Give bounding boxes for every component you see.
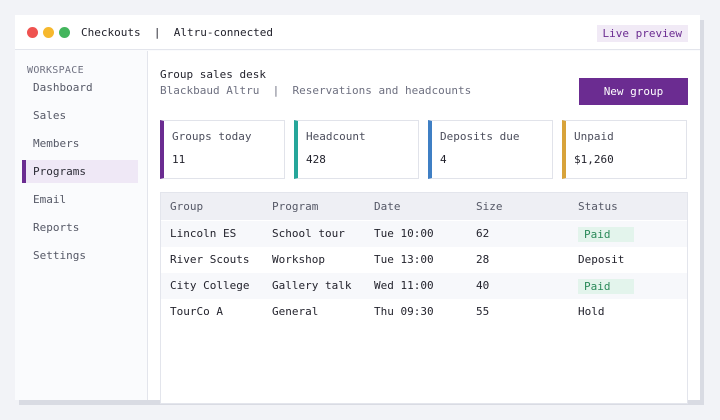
app-window: Checkouts | Altru-connected Live preview…	[15, 15, 700, 404]
sidebar-item-programs[interactable]: Programs	[22, 160, 138, 183]
column-header-group[interactable]: Group	[170, 200, 204, 213]
workspace-label: WORKSPACE	[27, 65, 84, 76]
kpi-card-groups-today: Groups today 11	[160, 120, 285, 179]
main-panel: Group sales desk Blackbaud Altru | Reser…	[147, 51, 700, 404]
column-header-size[interactable]: Size	[476, 200, 503, 213]
column-header-program[interactable]: Program	[272, 200, 319, 213]
cell-size: 62	[476, 227, 490, 240]
sidebar-item-dashboard[interactable]: Dashboard	[33, 81, 93, 94]
cell-group: TourCo A	[170, 305, 223, 318]
table-row[interactable]: Lincoln ES School tour Tue 10:00 62 Paid	[161, 221, 687, 247]
cell-size: 28	[476, 253, 490, 266]
cell-program: Gallery talk	[272, 279, 352, 292]
sidebar-item-sales[interactable]: Sales	[33, 109, 67, 122]
cell-program: General	[272, 305, 319, 318]
kpi-value: $1,260	[574, 153, 614, 166]
kpi-card-headcount: Headcount 428	[294, 120, 419, 179]
kpi-label: Groups today	[172, 130, 252, 143]
sidebar: WORKSPACE Dashboard Sales Members Progra…	[15, 51, 146, 400]
cell-date: Wed 11:00	[374, 279, 434, 292]
sidebar-item-settings[interactable]: Settings	[33, 249, 86, 262]
status-badge: Paid	[578, 227, 634, 242]
sidebar-item-email[interactable]: Email	[33, 193, 67, 206]
status-badge: Paid	[578, 279, 634, 294]
kpi-value: 428	[306, 153, 326, 166]
sidebar-item-members[interactable]: Members	[33, 137, 80, 150]
cell-program: Workshop	[272, 253, 325, 266]
cell-group: River Scouts	[170, 253, 250, 266]
cell-date: Thu 09:30	[374, 305, 434, 318]
cell-program: School tour	[272, 227, 345, 240]
table-header: Group Program Date Size Status	[161, 193, 687, 220]
live-preview-badge: Live preview	[596, 25, 688, 42]
column-header-date[interactable]: Date	[374, 200, 401, 213]
groups-table: Group Program Date Size Status Lincoln E…	[160, 192, 688, 404]
table-row[interactable]: River Scouts Workshop Tue 13:00 28 Depos…	[161, 247, 687, 273]
cell-date: Tue 13:00	[374, 253, 434, 266]
kpi-card-deposits-due: Deposits due 4	[428, 120, 553, 179]
maximize-window-button[interactable]	[59, 27, 70, 38]
cell-date: Tue 10:00	[374, 227, 434, 240]
cell-group: Lincoln ES	[170, 227, 237, 240]
cell-size: 40	[476, 279, 490, 292]
page-subtitle: Blackbaud Altru | Reservations and headc…	[160, 84, 472, 97]
cell-group: City College	[170, 279, 250, 292]
kpi-card-unpaid: Unpaid $1,260	[562, 120, 687, 179]
kpi-label: Headcount	[306, 130, 366, 143]
cell-status: Hold	[578, 305, 605, 318]
sidebar-item-reports[interactable]: Reports	[33, 221, 80, 234]
close-window-button[interactable]	[27, 27, 38, 38]
cell-status: Deposit	[578, 253, 625, 266]
title-bar: Checkouts | Altru-connected Live preview	[15, 15, 700, 50]
cell-size: 55	[476, 305, 490, 318]
window-title: Checkouts | Altru-connected	[81, 26, 274, 39]
kpi-value: 4	[440, 153, 447, 166]
column-header-status[interactable]: Status	[578, 200, 618, 213]
minimize-window-button[interactable]	[43, 27, 54, 38]
kpi-label: Deposits due	[440, 130, 520, 143]
new-group-button[interactable]: New group	[579, 78, 688, 105]
kpi-value: 11	[172, 153, 186, 166]
table-row[interactable]: TourCo A General Thu 09:30 55 Hold	[161, 299, 687, 325]
kpi-label: Unpaid	[574, 130, 614, 143]
page-title: Group sales desk	[160, 68, 266, 81]
table-row[interactable]: City College Gallery talk Wed 11:00 40 P…	[161, 273, 687, 299]
